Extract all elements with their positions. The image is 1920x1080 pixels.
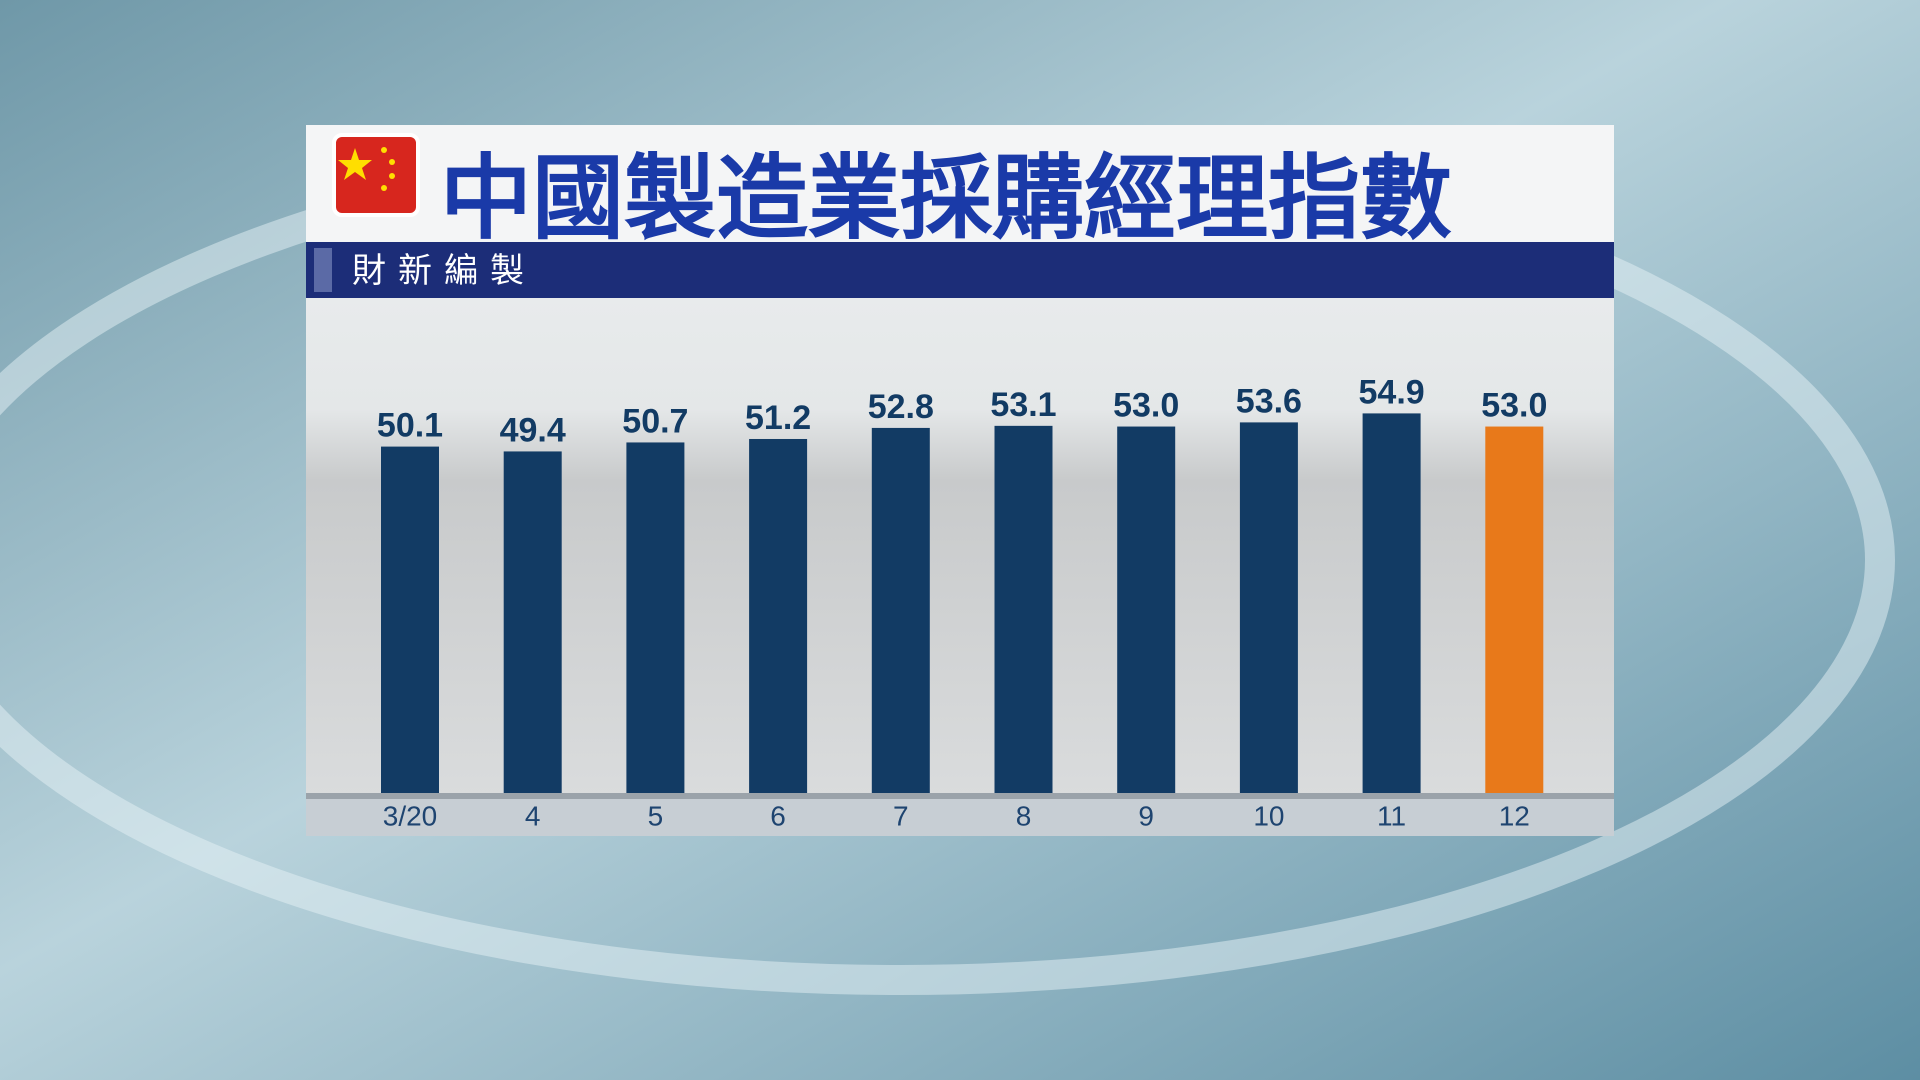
subtitle-bar: [306, 242, 1614, 298]
value-label: 53.1: [990, 386, 1056, 424]
chart-subtitle: 財新編製: [352, 251, 536, 291]
bar: [1362, 413, 1421, 793]
flag: [332, 133, 420, 217]
x-tick-label: 7: [893, 800, 909, 831]
axis-strip: [306, 793, 1614, 836]
x-tick-label: 12: [1499, 800, 1530, 831]
bar: [503, 451, 562, 793]
value-label: 53.0: [1113, 387, 1179, 425]
x-tick-label: 3/20: [383, 800, 438, 831]
x-tick-label: 11: [1377, 800, 1406, 831]
bar: [1117, 426, 1176, 793]
value-label: 49.4: [500, 411, 566, 449]
value-label: 50.1: [377, 407, 443, 445]
x-tick-label: 8: [1016, 800, 1032, 831]
chart-title: 中國製造業採購經理指數: [440, 145, 1452, 252]
bar: [1239, 422, 1298, 793]
x-tick-label: 10: [1253, 800, 1284, 831]
value-label: 54.9: [1359, 373, 1425, 411]
axis-line: [306, 793, 1614, 799]
value-label: 53.0: [1481, 387, 1547, 425]
x-tick-label: 9: [1138, 800, 1154, 831]
value-label: 53.6: [1236, 382, 1302, 420]
bar: [749, 438, 808, 793]
bar: [381, 446, 439, 793]
bar: [871, 427, 930, 793]
x-tick-label: 4: [525, 800, 541, 831]
bar: [626, 442, 685, 793]
value-label: 50.7: [622, 402, 688, 440]
bar: [994, 425, 1053, 793]
subtitle-accent: [314, 248, 332, 292]
bar: [1485, 426, 1544, 793]
value-label: 51.2: [745, 399, 811, 437]
title-bar: [306, 125, 1614, 242]
value-label: 52.8: [868, 388, 934, 426]
x-tick-label: 6: [770, 800, 786, 831]
x-tick-label: 5: [648, 800, 664, 831]
